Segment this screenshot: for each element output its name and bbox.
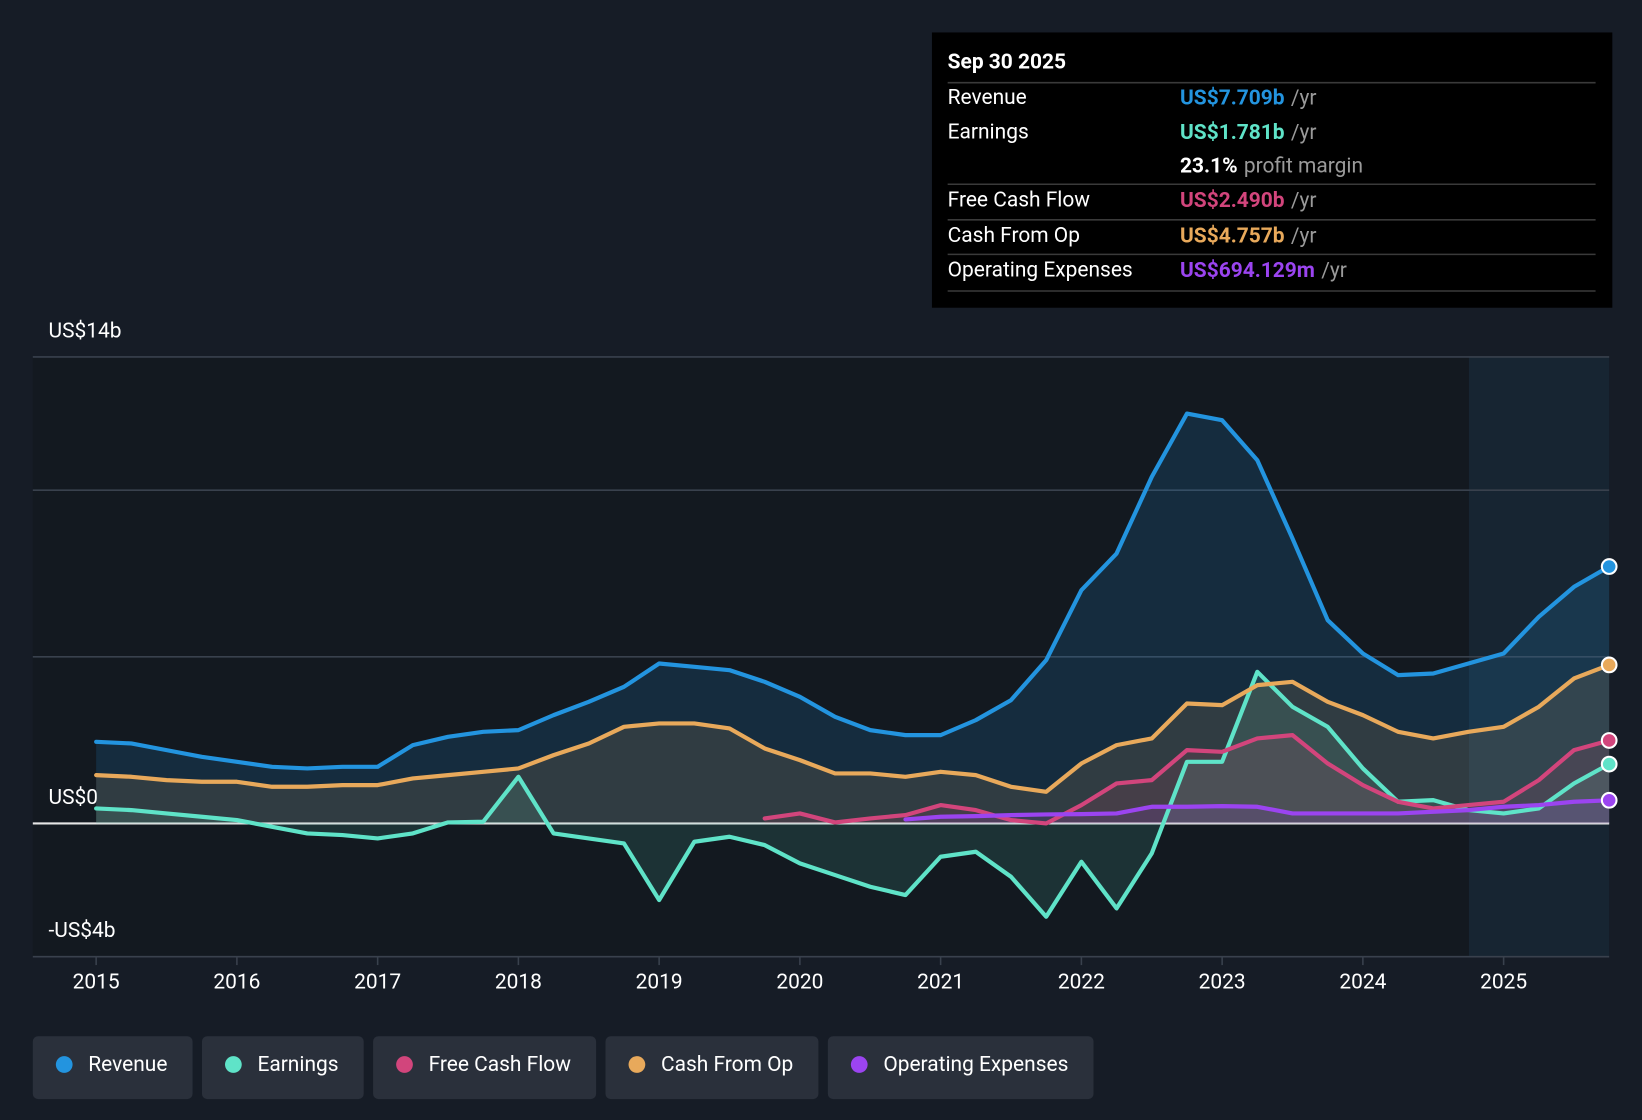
tooltip-unit: /yr: [1291, 224, 1317, 248]
legend-label: Free Cash Flow: [429, 1053, 572, 1077]
legend-button[interactable]: [605, 1036, 819, 1100]
legend-button[interactable]: [201, 1036, 364, 1100]
x-tick-label: 2024: [1339, 970, 1386, 994]
legend-swatch: [55, 1056, 73, 1073]
y-tick-label: US$0: [49, 786, 99, 810]
legend-swatch: [225, 1056, 242, 1073]
x-tick-label: 2023: [1199, 970, 1246, 994]
tooltip-number: US$1.781b: [1180, 120, 1285, 144]
series-line: [94, 411, 1612, 771]
legend-item[interactable]: Cash From Op: [605, 1036, 819, 1100]
tooltip-date: Sep 30 2025: [948, 50, 1066, 74]
end-point: [1600, 656, 1618, 674]
series-line: [94, 662, 1612, 794]
end-point: [1600, 732, 1618, 749]
area-fill: [905, 800, 1610, 824]
tooltip-value: 23.1% profit margin: [1180, 154, 1363, 178]
tooltip-number: US$7.709b: [1180, 86, 1285, 110]
x-tick-label: 2017: [354, 970, 401, 994]
tooltip-value: US$694.129m/yr: [1180, 259, 1347, 283]
tooltip-label: Free Cash Flow: [948, 189, 1091, 213]
legend-label: Earnings: [257, 1053, 338, 1077]
legend-button[interactable]: [32, 1036, 193, 1100]
x-tick-label: 2022: [1058, 970, 1105, 994]
tooltip-unit: /yr: [1291, 120, 1317, 144]
tooltip-unit: profit margin: [1244, 154, 1363, 178]
y-tick-label: US$14b: [49, 319, 122, 343]
tooltip-value: US$7.709b/yr: [1180, 86, 1316, 110]
area-fill: [96, 671, 1610, 917]
legend-swatch: [850, 1056, 868, 1073]
tooltip-number: US$694.129m: [1180, 259, 1315, 283]
area-fill: [96, 664, 1610, 824]
end-point: [1600, 755, 1618, 773]
tooltip-number: US$4.757b: [1180, 224, 1285, 248]
series-line: [762, 733, 1612, 826]
tooltip-number: 23.1%: [1180, 154, 1238, 178]
x-tick-label: 2020: [776, 970, 823, 994]
area-fill: [96, 413, 1610, 824]
y-tick-label: -US$4b: [49, 919, 116, 943]
x-tick-label: 2025: [1480, 970, 1527, 994]
x-tick-label: 2018: [495, 970, 542, 994]
tooltip-value: US$1.781b/yr: [1180, 120, 1316, 144]
area-fill: [764, 735, 1610, 824]
x-tick-label: 2019: [636, 970, 683, 994]
plot: US$14b US$0 -US$4b 2015 2016 2017 2018 2019 2020…: [32, 319, 1618, 994]
x-tick-label: 2016: [213, 970, 260, 994]
tooltip-number: US$2.490b: [1180, 189, 1285, 213]
tooltip: Sep 30 2025 Revenue US$7.709b/yr Earnings US…: [931, 32, 1613, 308]
legend: Revenue Earnings Free Cash Flow Cash From O…: [32, 1036, 1094, 1100]
legend-item[interactable]: Revenue: [32, 1036, 193, 1100]
tooltip-label: Cash From Op: [948, 224, 1080, 248]
x-tick-label: 2021: [917, 970, 964, 994]
legend-label: Operating Expenses: [883, 1053, 1068, 1077]
legend-swatch: [628, 1056, 646, 1073]
legend-swatch: [396, 1056, 413, 1073]
legend-label: Cash From Op: [661, 1053, 793, 1077]
legend-item[interactable]: Free Cash Flow: [373, 1036, 597, 1100]
x-tick-label: 2015: [73, 970, 120, 994]
tooltip-label: Operating Expenses: [948, 259, 1133, 283]
tooltip-unit: /yr: [1291, 86, 1317, 110]
tooltip-value: US$4.757b/yr: [1180, 224, 1316, 248]
legend-button[interactable]: [373, 1036, 597, 1100]
legend-label: Revenue: [88, 1053, 167, 1077]
end-point: [1600, 558, 1618, 575]
legend-item[interactable]: Earnings: [201, 1036, 364, 1100]
series-line: [94, 669, 1612, 919]
tooltip-label: Revenue: [948, 86, 1027, 110]
tooltip-unit: /yr: [1321, 259, 1347, 283]
tooltip-label: Earnings: [948, 120, 1029, 144]
end-point: [1600, 791, 1618, 809]
tooltip-value: US$2.490b/yr: [1180, 189, 1316, 213]
legend-button[interactable]: [827, 1036, 1094, 1100]
legend-item[interactable]: Operating Expenses: [827, 1036, 1094, 1100]
series-line: [903, 798, 1612, 822]
tooltip-box: [931, 32, 1613, 308]
tooltip-unit: /yr: [1291, 189, 1317, 213]
